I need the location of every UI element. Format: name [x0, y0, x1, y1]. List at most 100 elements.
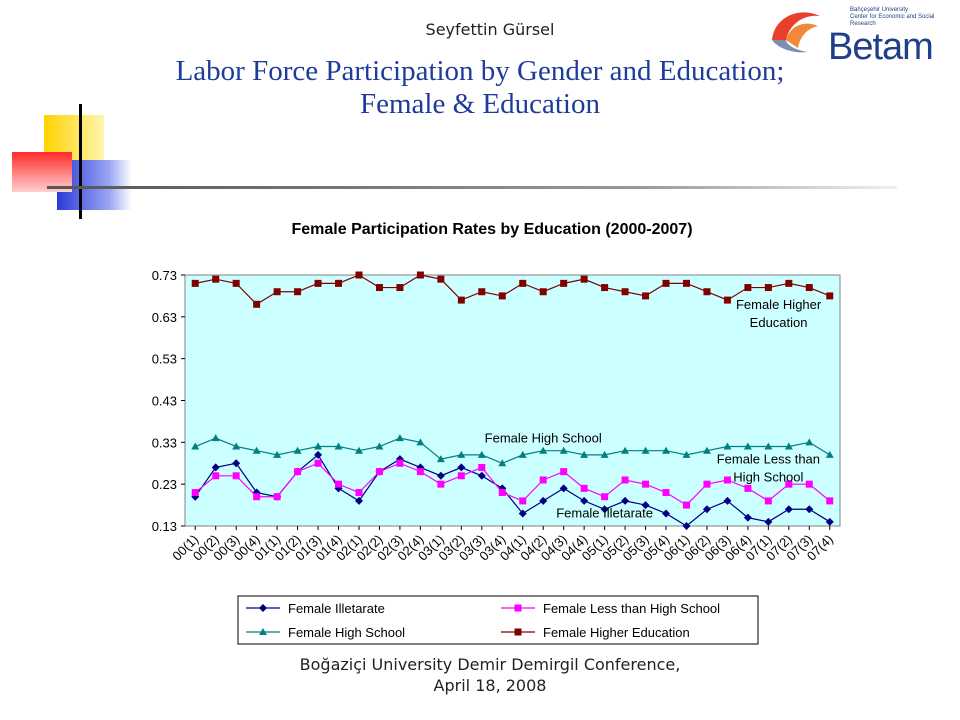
data-point-series-3 — [416, 438, 425, 446]
data-point-series-3 — [293, 446, 302, 454]
data-point-series-4 — [457, 296, 465, 304]
data-point-series-3 — [662, 446, 671, 454]
data-point-series-3 — [334, 442, 343, 450]
data-point-series-4 — [580, 275, 588, 283]
data-point-series-4 — [273, 288, 281, 296]
betam-logo-icon — [772, 12, 820, 53]
logo-subtitle: Bahçeşehir University Center for Economic… — [850, 7, 935, 27]
data-point-series-3 — [457, 450, 466, 458]
data-point-series-4 — [744, 284, 752, 292]
footer: Boğaziçi University Demir Demirgil Confe… — [200, 654, 780, 696]
data-point-series-2 — [601, 493, 609, 501]
data-point-series-2 — [478, 463, 486, 471]
data-point-series-1 — [641, 501, 650, 510]
data-point-series-2 — [539, 476, 547, 484]
data-point-series-1 — [457, 463, 466, 472]
data-point-series-2 — [662, 489, 670, 497]
chart-title: Female Participation Rates by Education … — [291, 221, 692, 238]
data-point-series-2 — [375, 468, 383, 476]
data-point-series-3 — [580, 450, 589, 458]
data-point-series-1 — [580, 496, 589, 505]
legend-swatch-marker — [259, 604, 267, 612]
data-point-series-2 — [253, 493, 261, 501]
chart-annotation: Female Higher Education — [736, 297, 822, 330]
data-point-series-4 — [232, 279, 240, 287]
data-point-series-2 — [437, 480, 445, 488]
data-point-series-3 — [232, 442, 241, 450]
data-point-series-1 — [232, 459, 241, 468]
data-point-series-1 — [477, 471, 486, 480]
data-point-series-2 — [355, 489, 363, 497]
data-point-series-2 — [396, 459, 404, 467]
data-point-series-4 — [826, 292, 834, 300]
y-tick-label: 0.43 — [152, 394, 177, 409]
data-point-series-4 — [601, 284, 609, 292]
data-point-series-2 — [335, 480, 343, 488]
deco-horizontal-rule — [47, 186, 897, 189]
data-point-series-4 — [539, 288, 547, 296]
deco-red-block — [12, 152, 72, 192]
data-point-series-4 — [519, 279, 527, 287]
data-point-series-4 — [560, 279, 568, 287]
data-point-series-3 — [621, 446, 630, 454]
deco-vertical-line — [79, 104, 82, 219]
data-point-series-3 — [498, 459, 507, 467]
legend-box — [237, 595, 759, 645]
legend-swatch-marker — [259, 628, 267, 635]
data-point-series-2 — [273, 493, 281, 501]
data-point-series-4 — [212, 275, 220, 283]
legend-label: Female High School — [288, 625, 405, 640]
chart-annotation: Female High School — [485, 430, 602, 445]
data-point-series-4 — [191, 279, 199, 287]
data-point-series-4 — [416, 271, 424, 279]
data-point-series-2 — [519, 497, 527, 505]
legend-label: Female Higher Education — [543, 625, 690, 640]
data-point-series-1 — [211, 463, 220, 472]
data-point-series-3 — [682, 450, 691, 458]
series-line-3 — [195, 437, 831, 464]
data-point-series-2 — [764, 497, 772, 505]
data-point-series-3 — [314, 442, 323, 450]
data-point-series-2 — [723, 476, 731, 484]
data-point-series-3 — [641, 446, 650, 454]
data-point-series-4 — [478, 288, 486, 296]
data-point-series-2 — [580, 484, 588, 492]
data-point-series-4 — [396, 284, 404, 292]
data-point-series-3 — [273, 450, 282, 458]
data-point-series-1 — [784, 505, 793, 514]
data-point-series-3 — [600, 450, 609, 458]
y-tick-label: 0.33 — [152, 435, 177, 450]
data-point-series-2 — [744, 484, 752, 492]
chart-annotation: Female Less than High School — [717, 452, 820, 485]
data-point-series-3 — [395, 434, 404, 442]
plot-area — [184, 274, 841, 527]
y-tick-label: 0.73 — [152, 268, 177, 283]
slide-title-line2: Female & Education — [360, 88, 600, 120]
data-point-series-2 — [785, 480, 793, 488]
data-point-series-3 — [354, 446, 363, 454]
legend-swatch-marker — [514, 628, 522, 636]
data-point-series-1 — [314, 450, 323, 459]
data-point-series-3 — [191, 442, 200, 450]
data-point-series-4 — [662, 279, 670, 287]
data-point-series-3 — [825, 450, 834, 458]
data-point-series-3 — [518, 450, 527, 458]
data-point-series-1 — [621, 496, 630, 505]
data-point-series-4 — [335, 279, 343, 287]
data-point-series-2 — [212, 472, 220, 480]
data-point-series-4 — [642, 292, 650, 300]
data-point-series-1 — [354, 496, 363, 505]
data-point-series-4 — [355, 271, 363, 279]
data-point-series-1 — [702, 505, 711, 514]
data-point-series-3 — [375, 442, 384, 450]
logo-name: Betam — [828, 26, 934, 68]
data-point-series-3 — [805, 438, 814, 446]
data-point-series-2 — [416, 468, 424, 476]
data-point-series-1 — [743, 513, 752, 522]
slide-title-line1: Labor Force Participation by Gender and … — [175, 55, 785, 87]
data-point-series-3 — [784, 442, 793, 450]
data-point-series-3 — [559, 446, 568, 454]
y-tick-label: 0.63 — [152, 310, 177, 325]
legend-label: Female Less than High School — [543, 601, 720, 616]
data-point-series-4 — [375, 284, 383, 292]
